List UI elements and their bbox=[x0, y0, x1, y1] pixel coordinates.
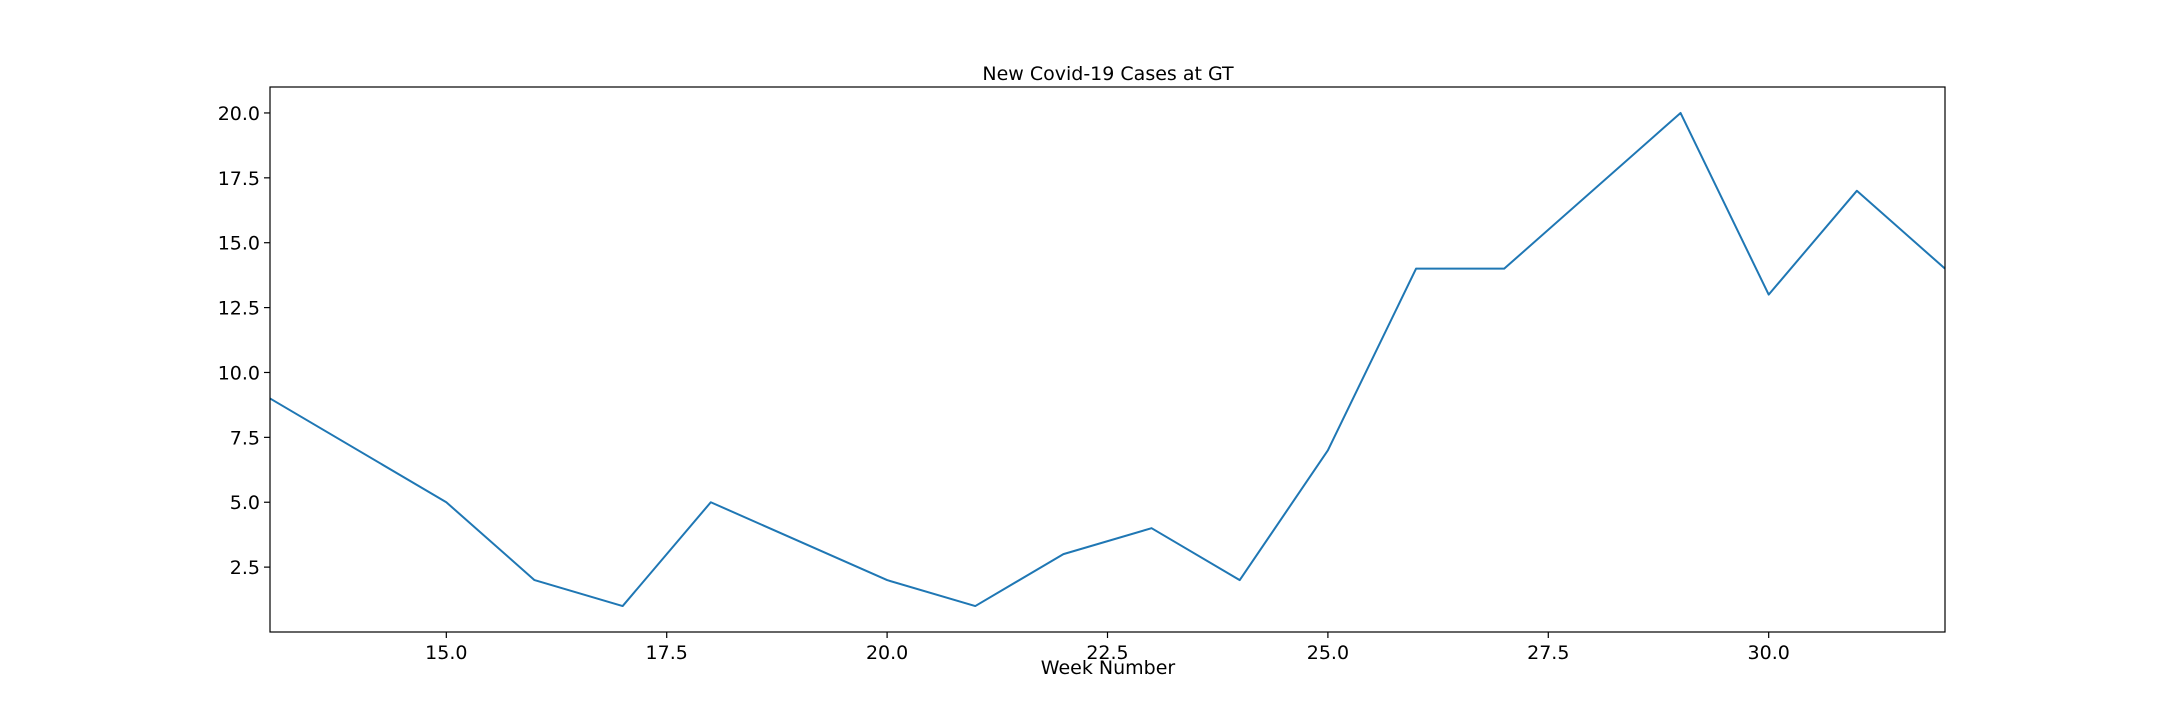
y-tick-label: 12.5 bbox=[218, 298, 260, 320]
x-tick-label: 22.5 bbox=[1086, 642, 1128, 664]
y-tick-label: 15.0 bbox=[218, 233, 260, 255]
x-tick-label: 27.5 bbox=[1527, 642, 1569, 664]
y-tick-label: 2.5 bbox=[230, 557, 260, 579]
x-tick-label: 20.0 bbox=[866, 642, 908, 664]
x-tick-label: 15.0 bbox=[425, 642, 467, 664]
x-tick-label: 25.0 bbox=[1307, 642, 1349, 664]
y-tick-label: 10.0 bbox=[218, 362, 260, 384]
y-tick-label: 7.5 bbox=[230, 427, 260, 449]
y-tick-label: 5.0 bbox=[230, 492, 260, 514]
x-tick-label: 17.5 bbox=[646, 642, 688, 664]
x-tick-label: 30.0 bbox=[1748, 642, 1790, 664]
plot-area bbox=[269, 111, 1946, 608]
y-tick-label: 20.0 bbox=[218, 103, 260, 125]
y-tick-label: 17.5 bbox=[218, 168, 260, 190]
y-axis: 2.5 5.0 7.5 10.0 12.5 15.0 17.5 20.0 bbox=[218, 103, 270, 579]
x-axis-label: Week Number bbox=[1041, 657, 1176, 679]
x-axis: 15.0 17.5 20.0 22.5 25.0 27.5 30.0 bbox=[425, 632, 1790, 664]
plot-frame bbox=[269, 86, 1946, 633]
chart-title: New Covid-19 Cases at GT bbox=[982, 63, 1234, 85]
series-line bbox=[269, 111, 1946, 608]
